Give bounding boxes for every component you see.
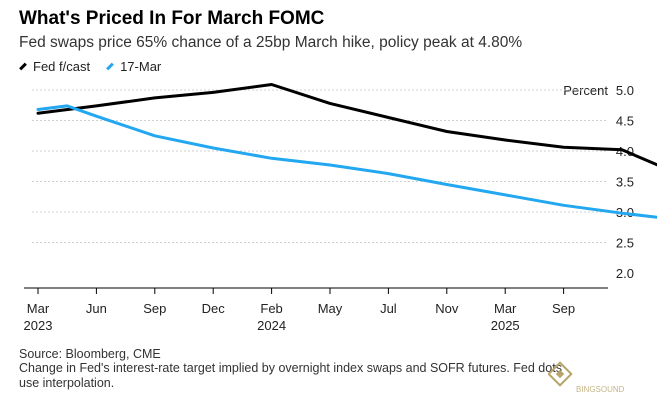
series-lines: [36, 83, 657, 219]
source-note: Source: Bloomberg, CME: [19, 347, 161, 361]
x-tick-label: Dec: [202, 301, 226, 316]
y-tick-label: 2.5: [616, 236, 634, 251]
x-tick-label: Jun: [86, 301, 107, 316]
chart-title: What's Priced In For March FOMC: [19, 8, 325, 29]
x-tick-label: Mar: [494, 301, 517, 316]
y-tick-label: 5.0: [616, 83, 634, 98]
y-tick-labels: 5.04.54.03.53.02.52.0: [616, 83, 634, 281]
x-tick-label: Sep: [552, 301, 575, 316]
diamond-icon: [548, 361, 573, 387]
x-tick-label: Mar: [27, 301, 50, 316]
series-line-17-mar: [36, 104, 657, 219]
methodology-note: Change in Fed's interest-rate target imp…: [19, 361, 562, 390]
x-tick-label: Feb: [260, 301, 282, 316]
gridlines: [24, 89, 608, 289]
legend-label-17-mar: 17-Mar: [120, 59, 162, 74]
legend-item-fed-forecast: Fed f/cast: [19, 59, 90, 74]
x-tick-year: 2025: [491, 318, 520, 333]
legend-item-17-mar: 17-Mar: [106, 59, 161, 74]
x-tick-year: 2023: [24, 318, 53, 333]
legend-label-fed-forecast: Fed f/cast: [33, 59, 91, 74]
x-tick-label: Nov: [435, 301, 459, 316]
x-tick-year: 2024: [257, 318, 286, 333]
y-tick-label: 3.5: [616, 175, 634, 190]
legend: Fed f/cast 17-Mar: [19, 59, 177, 74]
watermark-text: BINGSOUND: [576, 385, 625, 394]
x-tick-labels: Mar 2023 Jun Sep Dec Feb 2024 May Jul Nov Mar 2025 S…: [24, 288, 575, 333]
y-tick-label: 2.0: [616, 266, 634, 281]
line-chart: Percent 5.04.54.03.53.02.52.0 Mar2023Jun…: [24, 83, 657, 333]
y-tick-label: 4.5: [616, 114, 634, 129]
series-line-fed-forecast: [36, 83, 657, 167]
watermark-logo: BINGSOUND: [548, 361, 625, 394]
chart-subtitle: Fed swaps price 65% chance of a 25bp Mar…: [19, 34, 523, 51]
x-tick-label: May: [318, 301, 343, 316]
x-tick-label: Jul: [380, 301, 397, 316]
x-tick-label: Sep: [143, 301, 166, 316]
